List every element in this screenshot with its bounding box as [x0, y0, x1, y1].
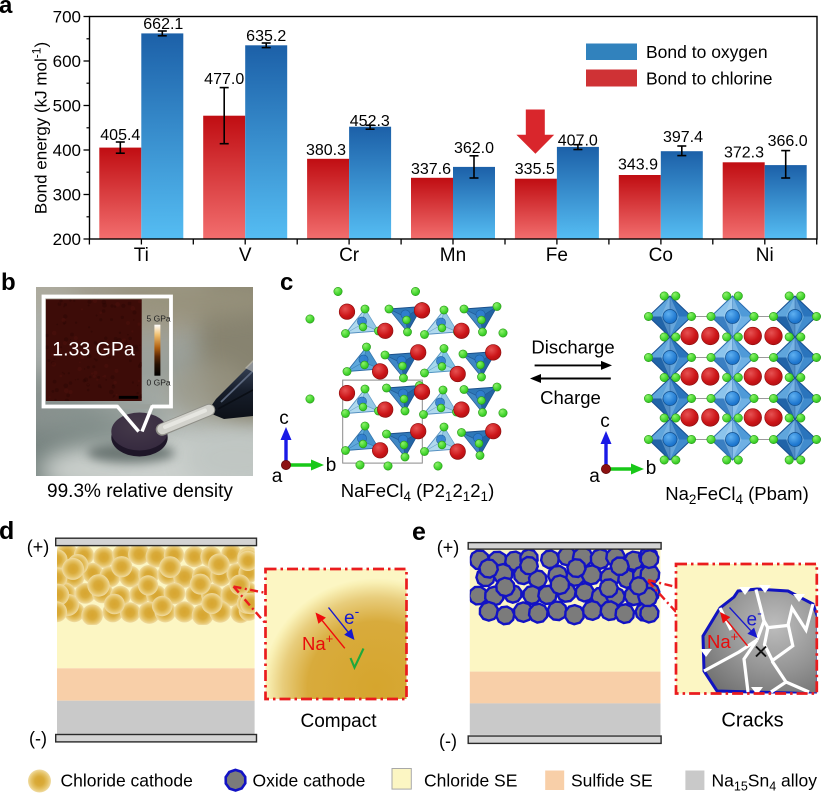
svg-text:b: b	[326, 455, 337, 476]
svg-text:Chloride cathode: Chloride cathode	[61, 771, 193, 791]
svg-text:(+): (+)	[437, 538, 460, 558]
svg-text:635.2: 635.2	[246, 28, 286, 45]
svg-text:Ti: Ti	[134, 245, 149, 266]
svg-text:372.3: 372.3	[724, 145, 764, 162]
svg-text:c: c	[279, 408, 289, 429]
svg-text:Charge: Charge	[540, 387, 601, 408]
svg-text:0 GPa: 0 GPa	[147, 378, 171, 388]
svg-text:Cr: Cr	[339, 245, 360, 266]
svg-text:362.0: 362.0	[454, 140, 494, 157]
svg-text:662.1: 662.1	[143, 16, 183, 33]
svg-text:Oxide cathode: Oxide cathode	[253, 771, 366, 791]
svg-text:366.0: 366.0	[768, 133, 808, 150]
svg-text:500: 500	[53, 97, 81, 116]
svg-text:Na15Sn4 alloy: Na15Sn4 alloy	[712, 771, 818, 793]
svg-text:(-): (-)	[439, 731, 457, 751]
svg-text:(+): (+)	[27, 537, 50, 557]
svg-text:Fe: Fe	[546, 245, 568, 266]
svg-text:Na2FeCl4 (Pbam): Na2FeCl4 (Pbam)	[665, 483, 809, 507]
svg-text:380.3: 380.3	[306, 142, 346, 159]
svg-text:343.9: 343.9	[618, 157, 658, 174]
svg-text:405.4: 405.4	[100, 127, 140, 144]
svg-text:Chloride SE: Chloride SE	[424, 771, 517, 791]
svg-text:700: 700	[53, 8, 81, 27]
svg-text:Bond to chlorine: Bond to chlorine	[646, 69, 772, 89]
svg-text:397.4: 397.4	[663, 129, 703, 146]
svg-text:c: c	[280, 269, 293, 296]
svg-text:337.6: 337.6	[411, 161, 451, 178]
svg-text:a: a	[272, 466, 283, 487]
svg-text:99.3% relative density: 99.3% relative density	[47, 481, 233, 502]
svg-text:407.0: 407.0	[558, 133, 598, 150]
svg-text:Compact: Compact	[300, 711, 377, 732]
svg-text:Discharge: Discharge	[531, 337, 614, 358]
svg-text:V: V	[239, 245, 252, 266]
svg-text:NaFeCl4 (P212121): NaFeCl4 (P212121)	[341, 480, 494, 504]
svg-text:Mn: Mn	[440, 245, 466, 266]
svg-text:400: 400	[53, 141, 81, 160]
svg-text:b: b	[1, 269, 16, 296]
svg-text:Cracks: Cracks	[721, 710, 783, 732]
svg-text:200: 200	[53, 230, 81, 249]
svg-text:5 GPa: 5 GPa	[147, 314, 171, 324]
svg-text:Na+: Na+	[707, 629, 738, 652]
svg-text:Co: Co	[649, 245, 673, 266]
svg-text:(-): (-)	[29, 729, 47, 749]
svg-text:477.0: 477.0	[204, 71, 244, 88]
svg-text:a: a	[589, 466, 600, 487]
svg-text:335.5: 335.5	[515, 161, 555, 178]
svg-text:e: e	[412, 518, 426, 546]
svg-text:300: 300	[53, 186, 81, 205]
svg-text:452.3: 452.3	[350, 113, 390, 130]
svg-text:d: d	[0, 517, 14, 545]
svg-text:Na+: Na+	[302, 631, 333, 654]
svg-text:Bond energy (kJ mol-1): Bond energy (kJ mol-1)	[30, 42, 51, 214]
svg-text:a: a	[0, 0, 13, 19]
svg-text:Bond to oxygen: Bond to oxygen	[646, 42, 768, 62]
svg-text:Sulfide SE: Sulfide SE	[571, 771, 653, 791]
svg-text:600: 600	[53, 52, 81, 71]
svg-text:b: b	[646, 458, 657, 479]
svg-text:c: c	[600, 411, 610, 432]
svg-text:Ni: Ni	[756, 245, 774, 266]
svg-text:1.33 GPa: 1.33 GPa	[52, 339, 135, 361]
